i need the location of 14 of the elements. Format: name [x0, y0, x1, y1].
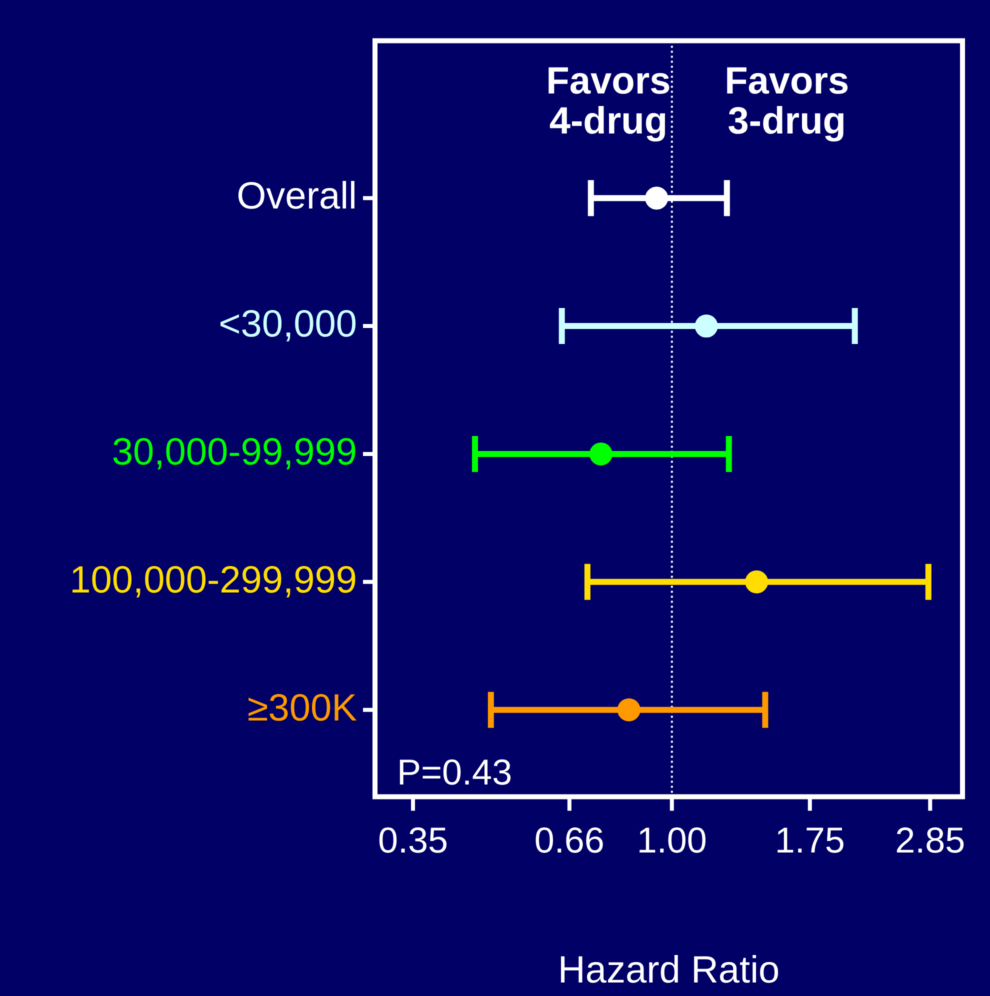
y-tick-label: 100,000-299,999 [70, 559, 357, 602]
x-tick-label: 1.00 [636, 819, 707, 860]
y-tick-label: ≥300K [247, 687, 357, 730]
annotation: Favors 3-drug [724, 60, 850, 142]
x-tick-label: 0.35 [378, 819, 448, 860]
y-tick-label: <30,000 [218, 304, 357, 346]
x-tick-label: 2.85 [895, 819, 966, 860]
y-tick-label: Overall [236, 176, 357, 218]
annotation: Favors 4-drug [546, 60, 671, 142]
y-tick-label: 30,000-99,999 [112, 431, 357, 474]
x-tick-label: 1.75 [774, 819, 845, 860]
annotation: P=0.43 [397, 752, 512, 793]
x-axis-title: Hazard Ratio [558, 949, 780, 992]
x-tick-label: 0.66 [534, 819, 604, 860]
